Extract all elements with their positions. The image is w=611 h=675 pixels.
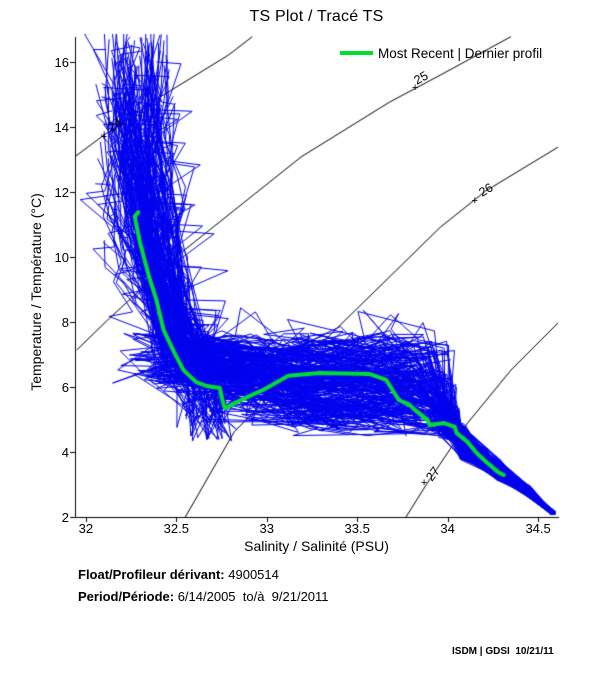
- chart-title: TS Plot / Tracé TS: [249, 8, 384, 25]
- float-value: 4900514: [224, 567, 279, 582]
- x-tick-label: 33.5: [344, 521, 370, 536]
- x-tick-label: 32.5: [163, 521, 189, 536]
- y-tick-label: 12: [54, 185, 69, 201]
- y-tick-label: 10: [54, 250, 69, 265]
- y-tick-label: 16: [54, 55, 69, 71]
- period-value: 6/14/2005 to/à 9/21/2011: [174, 589, 329, 604]
- x-tick-label: 33: [259, 521, 274, 536]
- isopycnal-plus-marker: +: [411, 82, 419, 95]
- y-tick-label: 6: [61, 380, 69, 395]
- credit-stamp: ISDM | GDSI 10/21/11: [452, 646, 554, 657]
- y-axis-label: Temperature / Température (°C): [28, 193, 44, 391]
- float-label: Float/Profileur dérivant:: [78, 567, 225, 582]
- y-tick-label: 2: [61, 510, 69, 525]
- isopycnal-plus-marker: +: [420, 477, 428, 490]
- most-recent-line-swatch: [340, 51, 373, 55]
- y-tick-label: 8: [61, 315, 69, 330]
- legend-label: Most Recent | Dernier profil: [378, 45, 543, 61]
- x-tick-label: 32: [78, 521, 94, 536]
- x-tick-label: 34: [440, 521, 455, 536]
- period-label: Period/Période:: [78, 589, 175, 604]
- y-tick-label: 14: [54, 120, 69, 136]
- float-annotation: Float/Profileur dérivant: 4900514: [78, 567, 279, 582]
- isopycnal-plus-marker: +: [100, 130, 108, 143]
- legend: Most Recent | Dernier profil: [340, 45, 543, 61]
- period-annotation: Period/Période: 6/14/2005 to/à 9/21/2011: [78, 589, 329, 604]
- x-axis-label: Salinity / Salinité (PSU): [244, 538, 389, 554]
- x-tick-label: 34.5: [525, 521, 551, 536]
- isopycnal-plus-marker: +: [471, 195, 478, 208]
- y-tick-label: 4: [61, 445, 69, 460]
